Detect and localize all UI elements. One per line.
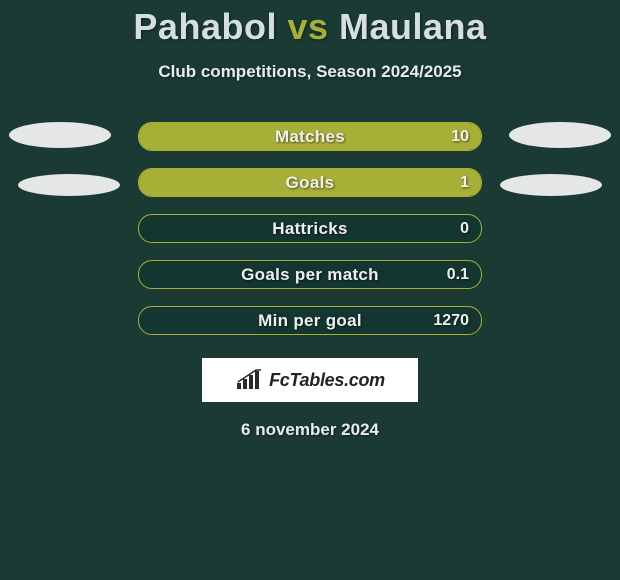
decoration-ellipse	[509, 122, 611, 148]
stat-bar: Min per goal 1270	[138, 306, 482, 335]
stat-value: 0	[460, 215, 469, 242]
stat-value: 10	[451, 123, 469, 150]
stat-label: Goals per match	[139, 261, 481, 288]
stats-block: Matches 10 Goals 1 Hattricks 0 Goals per…	[0, 122, 620, 440]
footer-date: 6 november 2024	[241, 420, 379, 440]
decoration-ellipse	[18, 174, 120, 196]
stat-label: Matches	[139, 123, 481, 150]
stat-label: Goals	[139, 169, 481, 196]
page-title: Pahabol vs Maulana	[133, 6, 486, 48]
comparison-card: Pahabol vs Maulana Club competitions, Se…	[0, 0, 620, 440]
stat-bar: Matches 10	[138, 122, 482, 151]
subtitle: Club competitions, Season 2024/2025	[158, 62, 461, 82]
stat-bar: Goals per match 0.1	[138, 260, 482, 289]
stat-value: 0.1	[447, 261, 469, 288]
brand-text: FcTables.com	[269, 370, 385, 391]
bar-chart-icon	[235, 369, 265, 391]
decoration-ellipse	[9, 122, 111, 148]
stat-bar: Hattricks 0	[138, 214, 482, 243]
decoration-ellipse	[500, 174, 602, 196]
player1-name: Pahabol	[133, 6, 277, 47]
stat-label: Hattricks	[139, 215, 481, 242]
vs-text: vs	[287, 6, 328, 47]
stat-bar: Goals 1	[138, 168, 482, 197]
stat-value: 1	[460, 169, 469, 196]
brand-badge: FcTables.com	[202, 358, 418, 402]
stat-value: 1270	[433, 307, 469, 334]
player2-name: Maulana	[339, 6, 487, 47]
stat-label: Min per goal	[139, 307, 481, 334]
